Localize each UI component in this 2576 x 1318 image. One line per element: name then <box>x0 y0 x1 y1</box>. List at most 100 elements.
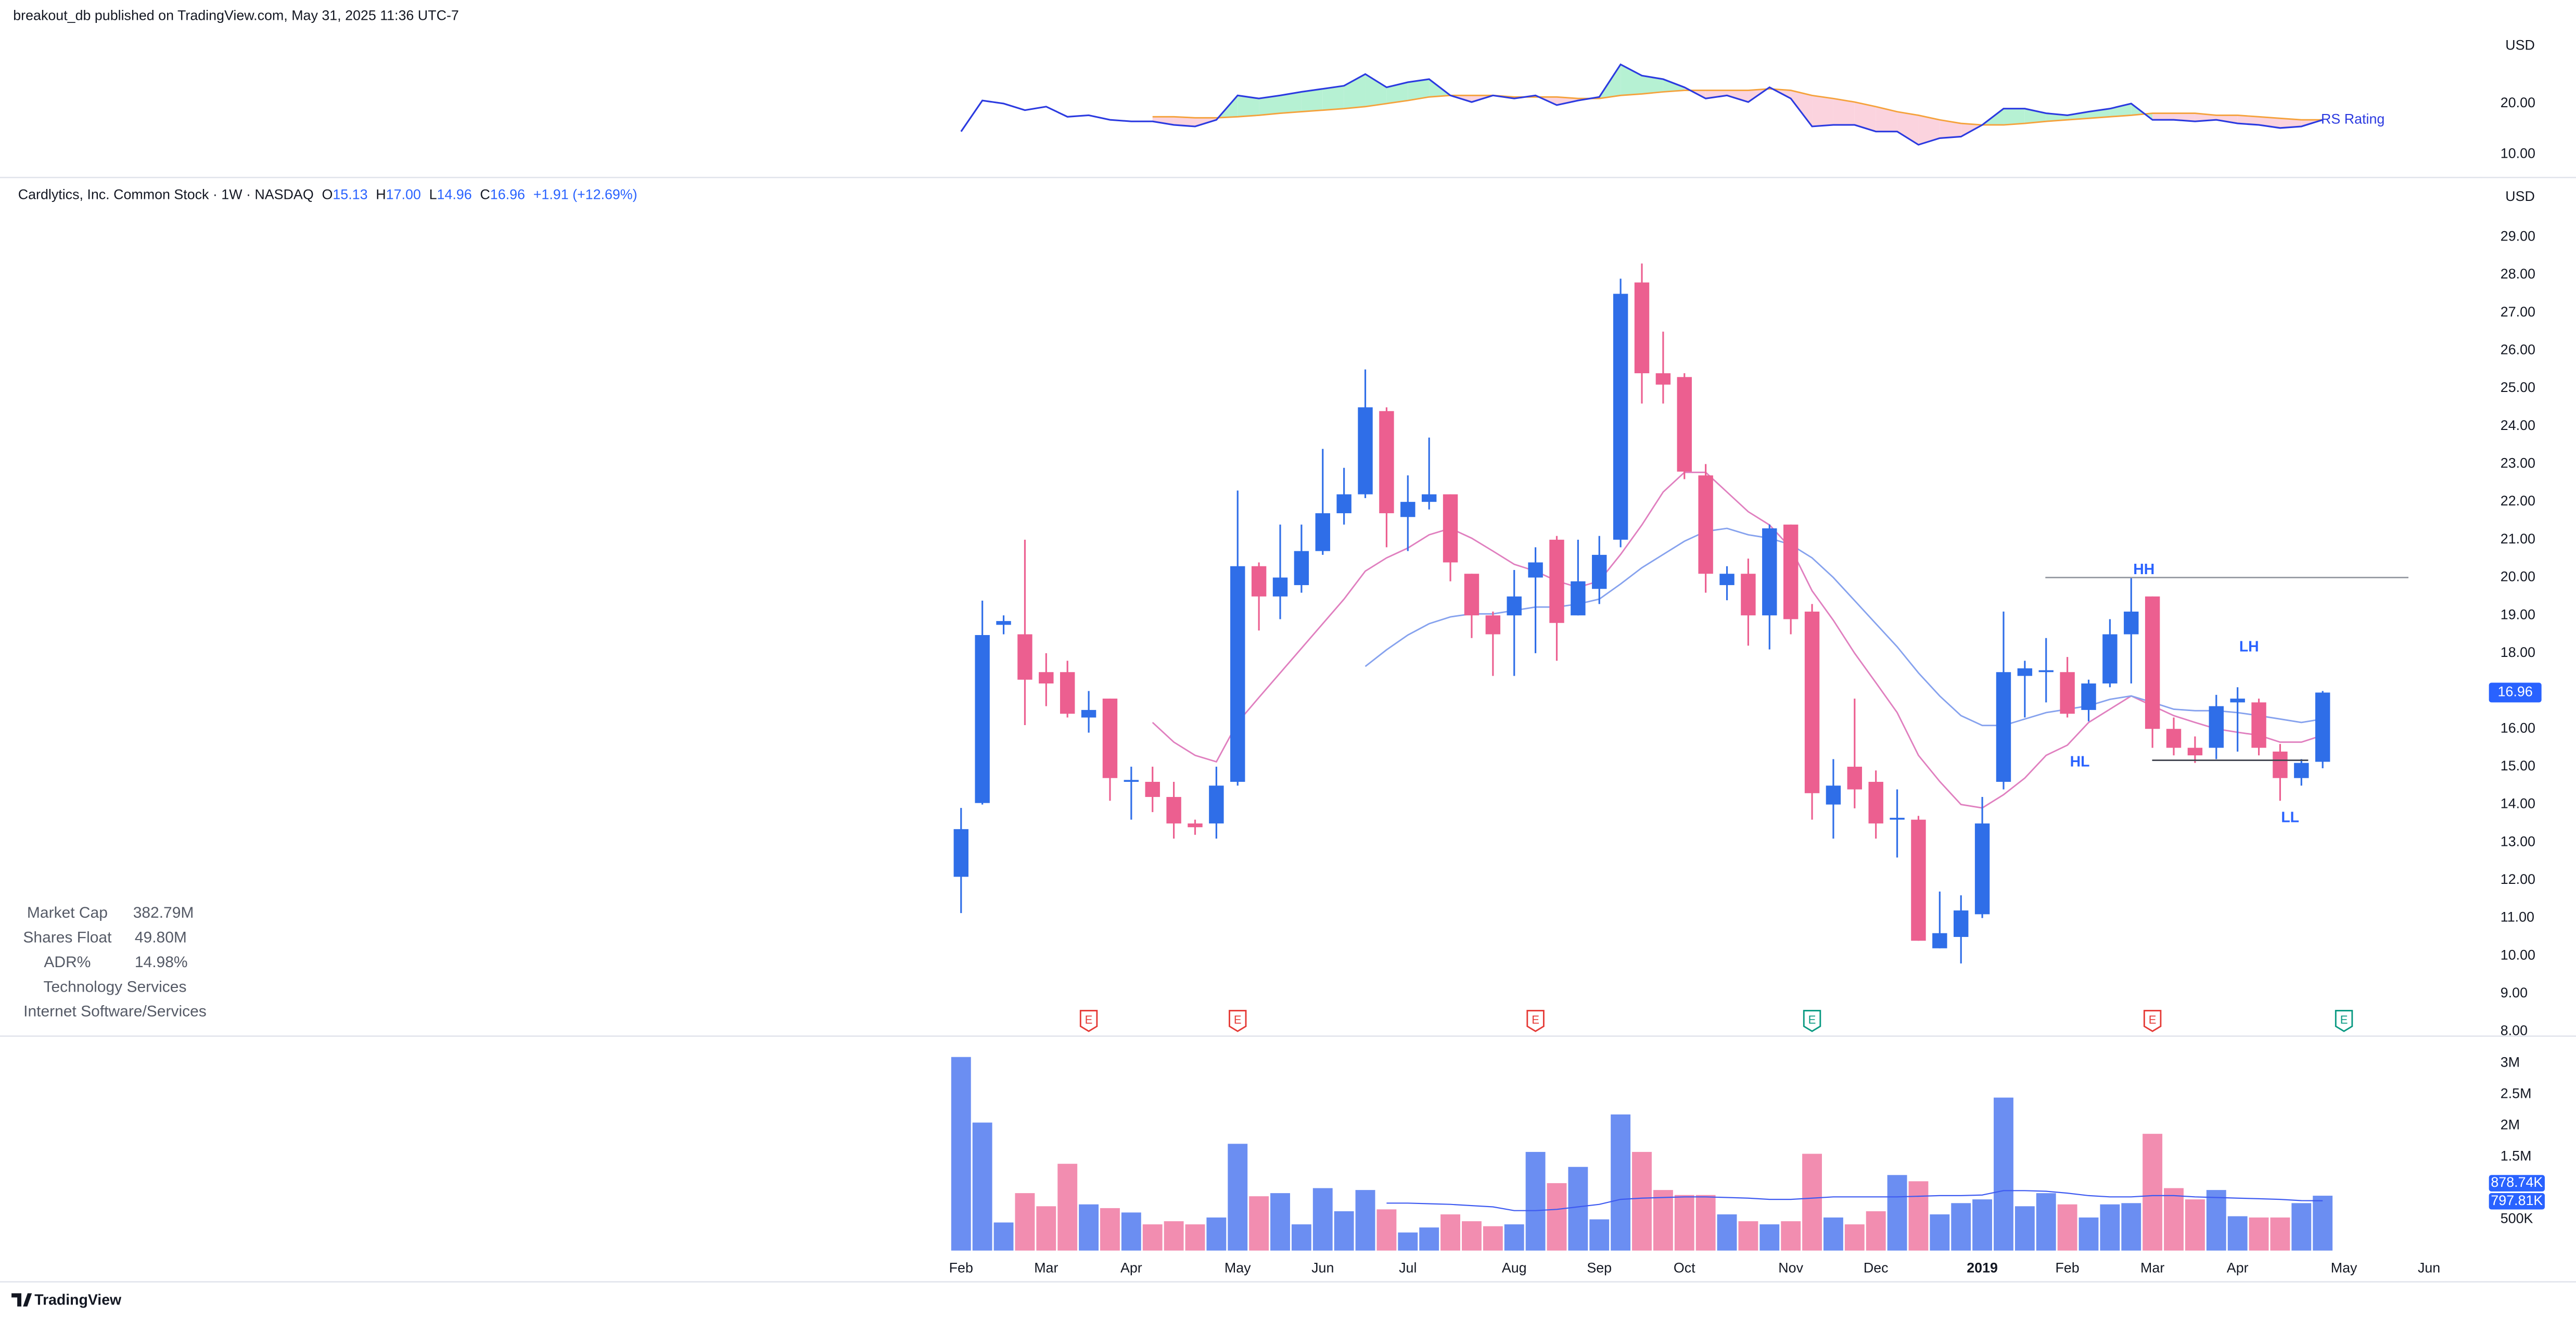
legend-value: 14.96 <box>437 187 472 202</box>
legend: Cardlytics, Inc. Common Stock · 1W · NAS… <box>18 187 637 202</box>
volume-bar <box>1908 1181 1929 1251</box>
rs-fill <box>2216 115 2238 124</box>
rs-fill <box>1812 95 1833 126</box>
candle-body <box>1911 819 1926 941</box>
volume-bar <box>1312 1188 1333 1251</box>
candle-body <box>1996 672 2011 782</box>
volume-bar <box>2014 1206 2035 1251</box>
volume-bar <box>1164 1221 1184 1251</box>
y-tick-label: 18.00 <box>2501 644 2535 660</box>
volume-bar <box>2249 1217 2269 1251</box>
last-price-badge <box>2489 682 2542 703</box>
logo[interactable]: TradingView <box>11 1291 122 1308</box>
volume-badge <box>2489 1193 2545 1210</box>
rs-fill <box>1238 95 1259 117</box>
candle-body <box>1294 551 1309 586</box>
legend-key: C <box>480 187 490 202</box>
y-tick-label: 15.00 <box>2501 758 2535 774</box>
rs-fill <box>1408 79 1430 101</box>
candle-body <box>1549 539 1564 623</box>
volume-bar <box>1228 1144 1248 1251</box>
y-tick-label: 2M <box>2501 1117 2520 1133</box>
volume-bar <box>2185 1199 2205 1251</box>
candle-body <box>1251 566 1267 597</box>
candle-body <box>1209 785 1224 823</box>
x-tick-label: Mar <box>2140 1260 2164 1275</box>
candle-body <box>1974 823 1990 915</box>
candle-body <box>1932 933 1947 948</box>
rs-fill <box>1174 117 1195 126</box>
y-tick-label: 16.00 <box>2501 720 2535 736</box>
candle-body <box>2294 763 2309 778</box>
rs-fill <box>2174 113 2195 122</box>
y-tick-label: 9.00 <box>2501 985 2528 1000</box>
volume-bar <box>1504 1224 1524 1251</box>
volume-bar <box>1611 1114 1631 1251</box>
x-tick-label: May <box>1225 1260 1251 1275</box>
logo-text: TradingView <box>34 1291 122 1308</box>
earnings-label: E <box>1808 1013 1816 1026</box>
legend-label: RS Rating <box>2321 111 2384 126</box>
rs-fill <box>2280 118 2302 128</box>
earnings-marker <box>1526 1010 1545 1032</box>
rs-line <box>960 63 2323 146</box>
y-tick-label: 3M <box>2501 1055 2520 1070</box>
candle-body <box>1571 581 1586 616</box>
annotation: LH <box>2239 638 2259 655</box>
y-tick-label: 22.00 <box>2501 493 2535 509</box>
rs-fill <box>1259 95 1281 116</box>
legend-value: 16.96 <box>490 187 525 202</box>
x-tick-label: 2019 <box>1967 1260 1998 1275</box>
candle-body <box>1528 562 1543 578</box>
annotation: LL <box>2281 809 2299 826</box>
volume-bar <box>1355 1190 1375 1251</box>
x-tick-label: May <box>2331 1260 2357 1275</box>
y-tick-label: 13.00 <box>2501 833 2535 849</box>
earnings-label: E <box>1234 1013 1242 1026</box>
rs-fill <box>1344 74 1366 109</box>
volume-bar <box>1951 1203 1971 1251</box>
x-tick-label: Apr <box>1120 1260 1142 1275</box>
volume-bar <box>2227 1216 2248 1251</box>
rs-fill <box>1940 120 1961 138</box>
candle-body <box>1166 797 1181 823</box>
publish-info: breakout_db published on TradingView.com… <box>13 8 459 23</box>
legend-key: O <box>322 187 333 202</box>
rs-fill <box>1322 85 1344 110</box>
volume-bar <box>2100 1204 2120 1251</box>
volume-bar <box>1717 1214 1737 1251</box>
rs-fill <box>1727 90 1749 103</box>
volume-bar <box>1121 1212 1141 1251</box>
rs-fill <box>1557 97 1578 105</box>
candle-body <box>1698 475 1713 574</box>
candle-body <box>1272 577 1288 597</box>
y-tick-label: 19.00 <box>2501 606 2535 622</box>
volume-badge-label: 878.74K <box>2491 1174 2543 1190</box>
candle-body <box>1060 672 1075 714</box>
rs-fill <box>2003 108 2025 125</box>
candle-body <box>2251 702 2266 748</box>
volume-bar <box>1206 1217 1227 1251</box>
legend-title: Cardlytics, Inc. Common Stock · 1W · NAS… <box>18 187 314 202</box>
x-tick-label: Feb <box>2056 1260 2080 1275</box>
volume-bar <box>1185 1224 1205 1251</box>
volume-bar <box>1291 1224 1311 1251</box>
volume-bar <box>2291 1203 2312 1251</box>
candle-body <box>2166 729 2182 748</box>
y-tick-label: 10.00 <box>2501 146 2535 161</box>
rs-fill <box>1833 98 1855 125</box>
candle-body <box>1336 494 1351 513</box>
candle-body <box>2102 634 2118 684</box>
rs-fill <box>1641 75 1663 94</box>
candle-body <box>2230 699 2245 703</box>
volume-bar <box>1142 1224 1163 1251</box>
volume-bar <box>1695 1195 1716 1251</box>
candle-body <box>1655 373 1671 385</box>
x-tick-label: Apr <box>2227 1260 2249 1275</box>
volume-bar <box>1866 1211 1886 1251</box>
volume-bar <box>1844 1224 1865 1251</box>
candle-body <box>1443 494 1458 563</box>
legend-value: 15.13 <box>333 187 367 202</box>
